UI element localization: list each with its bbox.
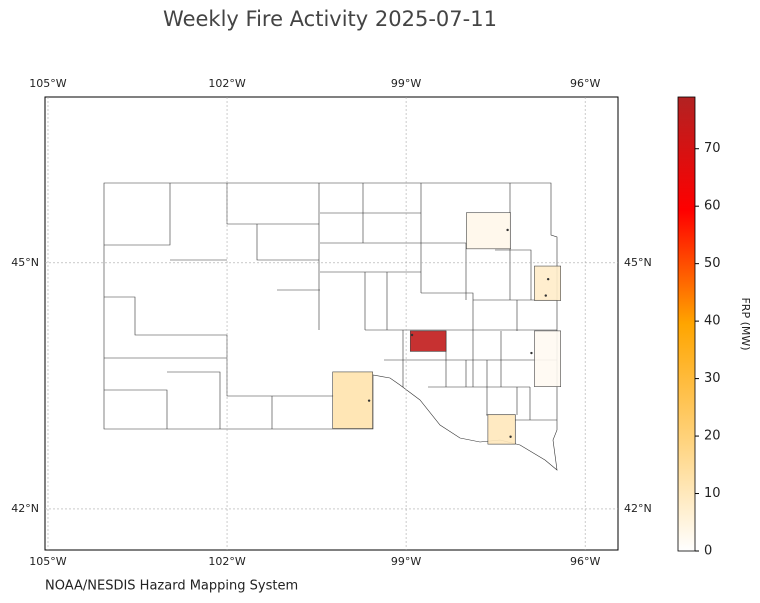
x-tick-label: 102°W: [208, 77, 245, 90]
x-tick-label: 96°W: [570, 555, 600, 568]
county-fill: [466, 212, 511, 250]
colorbar-tick-label: 40: [704, 314, 721, 329]
county-fill: [487, 414, 516, 445]
colorbar-scale: [677, 96, 696, 552]
colorbar-tick-label: 20: [704, 429, 721, 444]
source: NOAA/NESDIS Hazard Mapping System: [45, 579, 298, 594]
fire-point: [367, 399, 371, 402]
colorbar-tick-label: 60: [704, 199, 721, 214]
x-tick-label: 96°W: [570, 77, 600, 90]
y-tick-label: 42°N: [624, 502, 652, 515]
county-fill: [534, 265, 562, 301]
y-tick-label: 45°N: [11, 256, 39, 269]
colorbar-tick-label: 10: [704, 486, 721, 501]
fire-point: [509, 435, 512, 438]
colorbar-tick-label: 0: [704, 544, 712, 559]
x-tick-label: 102°W: [208, 555, 245, 568]
fire-point: [544, 294, 547, 297]
colorbar-tick-label: 70: [704, 141, 721, 156]
fire-point: [530, 351, 533, 355]
x-tick-label: 99°W: [391, 77, 421, 90]
colorbar-tick-label: 50: [704, 256, 721, 271]
fire-point: [546, 277, 550, 281]
colorbar-tick-label: 30: [704, 371, 721, 386]
colorbar: 0 10 20 30 40 50 60 70: [677, 96, 721, 559]
county-fill: [332, 371, 373, 429]
map-frame: [44, 96, 619, 551]
colorbar-label: FRP (MW): [739, 297, 752, 350]
title: Weekly Fire Activity 2025-07-11: [163, 7, 497, 31]
fire-point: [410, 333, 414, 337]
y-tick-label: 42°N: [11, 502, 39, 515]
x-tick-label: 105°W: [29, 77, 66, 90]
fire-point: [506, 228, 509, 232]
county-fill: [409, 330, 447, 352]
county-fill: [534, 330, 562, 387]
x-tick-label: 105°W: [29, 555, 66, 568]
x-tick-label: 99°W: [391, 555, 421, 568]
y-tick-label: 45°N: [624, 256, 652, 269]
